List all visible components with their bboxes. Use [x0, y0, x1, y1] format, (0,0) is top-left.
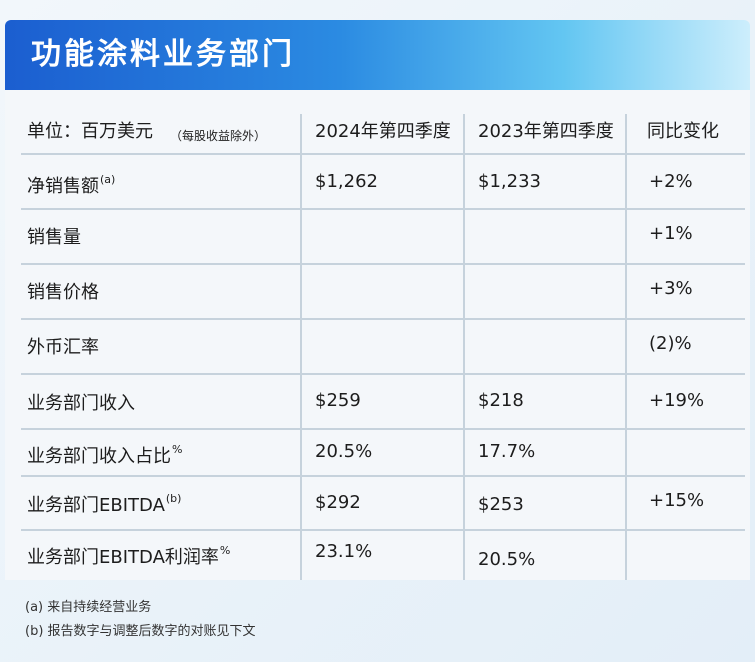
- table-header-row: 单位：百万美元 （每股收益除外） 2024年第四季度 2023年第四季度 同比变…: [21, 114, 745, 155]
- row-label: 销售量: [27, 227, 81, 248]
- footnote-a: (a) 来自持续经营业务: [25, 600, 152, 615]
- value-2024-cell: [311, 265, 471, 318]
- row-label: 业务部门收入: [27, 393, 135, 414]
- value-2024-cell: $292: [311, 477, 471, 529]
- header-2024: 2024年第四季度: [315, 121, 451, 142]
- change-cell: (2)%: [641, 320, 745, 373]
- value-2023-cell: [474, 320, 634, 373]
- row-label-superscript: (a): [100, 173, 116, 186]
- change-cell: +3%: [641, 265, 745, 318]
- change-cell: +2%: [641, 155, 745, 208]
- value-2023: 17.7%: [478, 441, 536, 462]
- value-2023: 20.5%: [478, 549, 536, 570]
- value-2024-cell: $1,262: [311, 155, 471, 208]
- value-2023-cell: $1,233: [474, 155, 634, 208]
- row-label-text: 业务部门收入占比: [27, 446, 171, 467]
- value-2024: $292: [315, 492, 361, 513]
- header-unit-cell: 单位：百万美元 （每股收益除外）: [27, 114, 307, 153]
- value-2024: 20.5%: [315, 441, 373, 462]
- row-label-cell: 业务部门EBITDA利润率%: [27, 531, 307, 580]
- change-value: +19%: [649, 390, 705, 411]
- row-label-text: 净销售额: [27, 176, 99, 197]
- header-change-cell: 同比变化: [641, 114, 745, 153]
- value-2023-cell: 20.5%: [474, 531, 634, 580]
- change-value: +3%: [649, 278, 693, 299]
- value-2024-cell: 20.5%: [311, 430, 471, 475]
- table-row: 销售量 +1%: [21, 210, 745, 265]
- section-title: 功能涂料业务部门: [31, 37, 295, 72]
- change-value: +1%: [649, 223, 693, 244]
- value-2024-cell: [311, 210, 471, 263]
- change-value: +15%: [649, 490, 705, 511]
- header-2023-cell: 2023年第四季度: [474, 114, 634, 153]
- value-2024: 23.1%: [315, 541, 373, 562]
- table-row: 净销售额(a) $1,262 $1,233 +2%: [21, 155, 745, 210]
- table-row: 外币汇率 (2)%: [21, 320, 745, 375]
- row-label-superscript: %: [219, 544, 231, 557]
- financial-table: 单位：百万美元 （每股收益除外） 2024年第四季度 2023年第四季度 同比变…: [5, 114, 745, 580]
- row-label-cell: 业务部门收入占比%: [27, 430, 307, 475]
- value-2024-cell: [311, 320, 471, 373]
- value-2023: $218: [478, 390, 524, 411]
- row-label-superscript: %: [172, 443, 183, 456]
- table-row: 业务部门收入占比% 20.5% 17.7%: [21, 430, 745, 477]
- value-2024-cell: 23.1%: [311, 531, 471, 580]
- row-label: 外币汇率: [27, 337, 99, 358]
- header-change: 同比变化: [647, 121, 719, 142]
- footnote-b: (b) 报告数字与调整后数字的对账见下文: [25, 624, 256, 639]
- row-label: 净销售额(a): [27, 172, 115, 197]
- row-label-cell: 净销售额(a): [27, 155, 307, 208]
- value-2024: $259: [315, 390, 361, 411]
- row-label-cell: 销售量: [27, 210, 307, 263]
- table-row: 业务部门EBITDA(b) $292 $253 +15%: [21, 477, 745, 531]
- row-label-cell: 业务部门EBITDA(b): [27, 477, 307, 529]
- change-value: (2)%: [649, 333, 692, 354]
- change-cell: [641, 430, 745, 475]
- value-2023-cell: 17.7%: [474, 430, 634, 475]
- row-label-superscript: (b): [165, 492, 182, 505]
- row-label-text: 业务部门EBITDA: [27, 495, 165, 516]
- table-row: 销售价格 +3%: [21, 265, 745, 320]
- section-header: 功能涂料业务部门: [5, 20, 750, 90]
- change-cell: +15%: [641, 477, 745, 529]
- footnotes: (a) 来自持续经营业务 (b) 报告数字与调整后数字的对账见下文: [25, 596, 256, 644]
- change-cell: +1%: [641, 210, 745, 263]
- row-label: 业务部门EBITDA利润率%: [27, 543, 230, 568]
- row-label: 销售价格: [27, 282, 99, 303]
- value-2023-cell: $253: [474, 477, 634, 529]
- change-cell: [641, 531, 745, 580]
- column-divider: [463, 114, 465, 580]
- value-2023: $1,233: [478, 171, 541, 192]
- header-unit-note: （每股收益除外）: [170, 129, 267, 143]
- value-2024-cell: $259: [311, 375, 471, 428]
- value-2023-cell: [474, 265, 634, 318]
- header-2024-cell: 2024年第四季度: [311, 114, 471, 153]
- row-label-text: 业务部门EBITDA利润率: [27, 547, 219, 568]
- row-label: 业务部门EBITDA(b): [27, 491, 181, 516]
- header-2023: 2023年第四季度: [478, 121, 614, 142]
- row-label-cell: 业务部门收入: [27, 375, 307, 428]
- row-label-cell: 外币汇率: [27, 320, 307, 373]
- row-label: 业务部门收入占比%: [27, 442, 182, 467]
- value-2023-cell: $218: [474, 375, 634, 428]
- value-2024: $1,262: [315, 171, 378, 192]
- row-label-cell: 销售价格: [27, 265, 307, 318]
- value-2023: $253: [478, 494, 524, 515]
- table-row: 业务部门收入 $259 $218 +19%: [21, 375, 745, 430]
- column-divider: [300, 114, 302, 580]
- change-cell: +19%: [641, 375, 745, 428]
- column-divider: [625, 114, 627, 580]
- table-row: 业务部门EBITDA利润率% 23.1% 20.5%: [21, 531, 745, 580]
- header-unit-label: 单位：百万美元: [27, 121, 153, 142]
- change-value: +2%: [649, 171, 693, 192]
- value-2023-cell: [474, 210, 634, 263]
